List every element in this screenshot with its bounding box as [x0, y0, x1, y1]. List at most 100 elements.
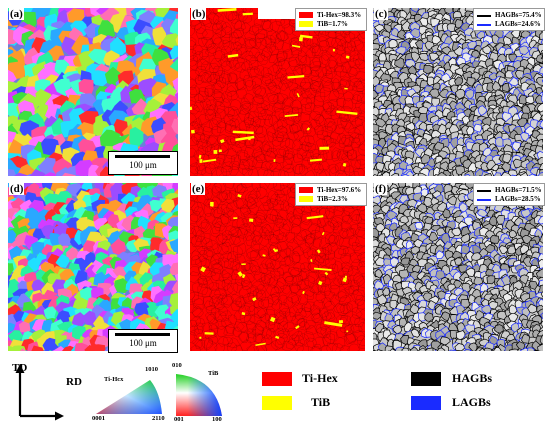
grain — [14, 172, 28, 176]
ipf-cubic-name: TiB — [208, 370, 219, 377]
tib-particle — [332, 48, 335, 52]
grain — [42, 337, 60, 351]
grain — [86, 175, 88, 176]
grain — [99, 129, 121, 148]
ipf-hex-top: 1010 — [145, 366, 158, 373]
tib-particle — [345, 55, 350, 59]
tib-particle — [217, 8, 237, 12]
grain — [93, 119, 112, 139]
grain — [91, 70, 108, 87]
lagbs-key-label: LAGBs — [452, 395, 491, 409]
tib-swatch — [299, 21, 313, 27]
ipf-cubic-top: 010 — [172, 362, 182, 369]
tib-particle — [291, 44, 301, 48]
legend-text: TiB=2.3% — [317, 195, 348, 203]
grain — [48, 350, 53, 351]
tib-particle — [324, 271, 329, 276]
phase-map — [190, 8, 365, 176]
grain — [113, 8, 130, 17]
grain — [129, 126, 144, 147]
grain — [175, 35, 178, 47]
grain — [134, 302, 149, 317]
grain-boundary-map — [373, 8, 543, 176]
grain — [83, 240, 96, 253]
tib-particle — [306, 215, 324, 220]
lagb-line-swatch — [477, 24, 491, 26]
grain — [169, 262, 178, 277]
td-axis-label: TD — [12, 362, 28, 374]
tib-particle — [342, 277, 348, 283]
grain — [169, 18, 178, 36]
grain — [172, 77, 178, 92]
phase-legend-b: Ti-Hex=98.3% TiB=1.7% — [295, 8, 367, 31]
grain — [43, 172, 60, 176]
tib-particle — [252, 297, 257, 302]
tib-particle — [321, 231, 325, 236]
grain — [62, 172, 76, 176]
ti-hex-swatch — [299, 187, 313, 193]
panel-label-d: (d) — [9, 183, 25, 195]
tib-particle — [284, 114, 299, 117]
ipf-hex-triangle — [96, 380, 162, 414]
tib-particle — [298, 36, 304, 42]
lagb-line-swatch — [477, 199, 491, 201]
tib-particle — [310, 259, 313, 262]
panel-label-b: (b) — [191, 8, 207, 20]
tib-particle — [345, 275, 347, 278]
ipf-hex-name: Ti-Hcx — [104, 376, 124, 383]
panel-label-c: (c) — [374, 8, 389, 20]
tib-particle — [287, 74, 305, 79]
legend-text: HAGBs=71.5% — [495, 186, 542, 194]
grain — [31, 345, 44, 351]
tib-particle — [302, 290, 305, 295]
grain — [170, 308, 178, 325]
grain — [37, 157, 58, 176]
tib-particle — [319, 146, 330, 150]
tib-particle — [318, 280, 323, 286]
ti-hex-swatch — [299, 12, 313, 18]
grain — [72, 297, 89, 313]
tib-particle — [213, 150, 218, 154]
tib-particle — [199, 336, 202, 339]
tib-key-swatch — [262, 396, 292, 410]
tib-key-label: TiB — [311, 395, 331, 409]
grain — [74, 270, 88, 285]
grain — [8, 169, 17, 176]
tib-swatch — [299, 196, 313, 202]
tib-particle — [255, 342, 266, 347]
tib-particle — [210, 201, 214, 207]
phase-map — [190, 183, 365, 351]
tib-particle — [313, 267, 332, 271]
grain — [66, 247, 80, 261]
grain — [110, 36, 129, 56]
ti-hex-key-swatch — [262, 372, 292, 386]
tib-particle — [241, 263, 246, 265]
tib-particle — [220, 139, 225, 144]
tib-particle — [199, 159, 203, 164]
hagbs-key-swatch — [411, 372, 441, 386]
grain — [90, 344, 106, 351]
grain — [55, 167, 74, 176]
tib-particle — [232, 130, 254, 135]
rd-axis-label: RD — [66, 376, 82, 388]
tib-particle — [218, 149, 222, 153]
grain — [171, 118, 178, 135]
tib-particle — [296, 92, 300, 98]
boundary-map-f — [373, 183, 543, 351]
tib-particle — [346, 330, 349, 333]
legend-text: Ti-Hex=97.6% — [317, 186, 362, 194]
tib-particle — [237, 193, 242, 198]
scale-bar-text-d: 100 μm — [129, 338, 157, 348]
hagb-line-swatch — [477, 15, 491, 17]
tib-particle — [273, 159, 276, 162]
grain — [58, 233, 73, 248]
grain — [71, 312, 85, 328]
tib-particle — [262, 254, 266, 257]
hagb-line-swatch — [477, 190, 491, 192]
tib-particle — [295, 325, 300, 330]
grain — [8, 262, 14, 277]
tib-particle — [306, 127, 311, 131]
axes-icon — [15, 364, 64, 421]
grain — [160, 198, 175, 214]
panel-label-f: (f) — [374, 183, 387, 195]
